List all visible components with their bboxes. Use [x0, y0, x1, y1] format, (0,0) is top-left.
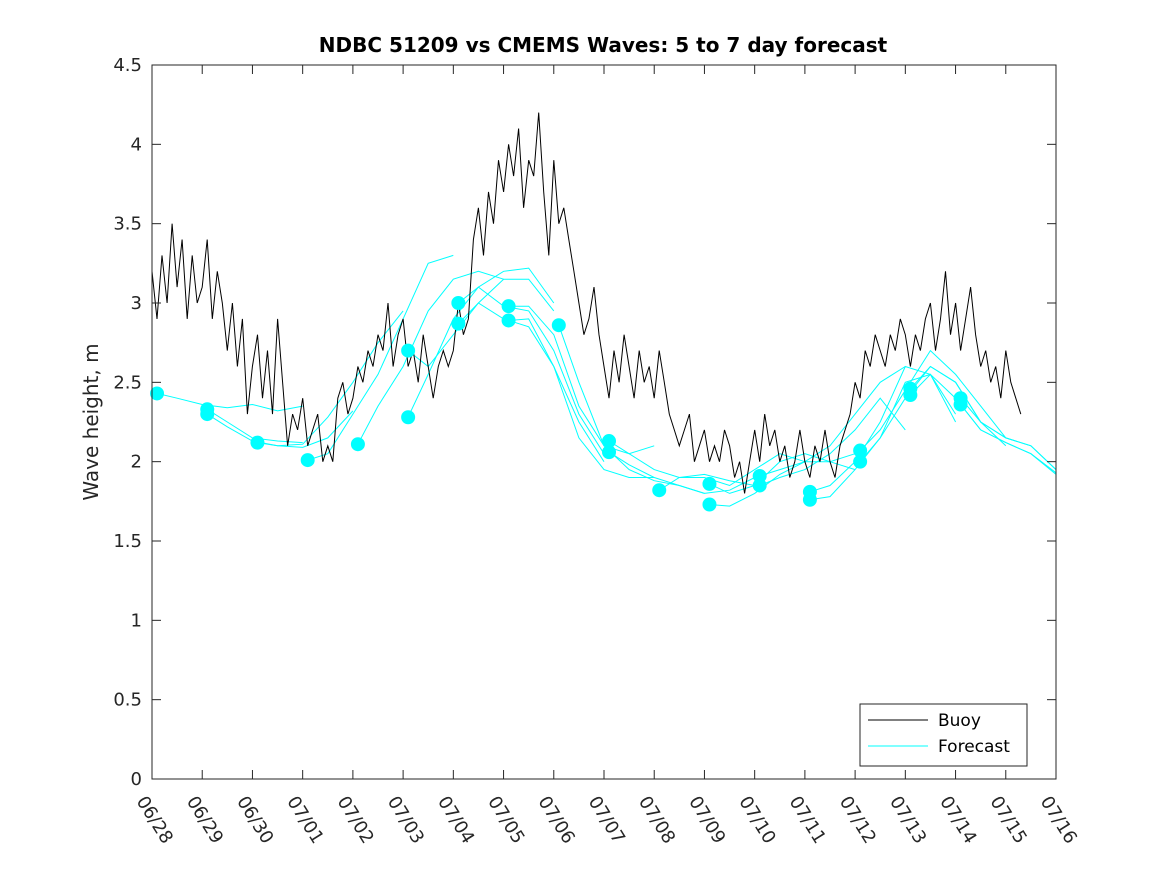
forecast-line	[508, 318, 655, 478]
forecast-marker	[401, 343, 416, 358]
forecast-marker	[451, 296, 466, 310]
forecast-line	[658, 453, 806, 491]
forecast-marker	[702, 497, 717, 512]
forecast-marker	[602, 445, 617, 460]
plot-area	[150, 64, 1057, 780]
forecast-line	[759, 397, 906, 486]
forecast-marker	[501, 313, 516, 328]
forecast-marker	[702, 476, 717, 491]
legend-forecast-label: Forecast	[938, 737, 1010, 757]
y-tick-label: 2.5	[113, 372, 142, 393]
forecast-marker	[903, 388, 918, 403]
forecast-line	[960, 397, 1057, 470]
forecast-marker	[953, 397, 968, 412]
forecast-marker	[802, 492, 817, 507]
y-tick-label: 0	[131, 769, 142, 790]
legend: Buoy Forecast	[859, 703, 1028, 767]
y-tick-label: 1	[131, 610, 142, 631]
forecast-marker	[200, 407, 215, 422]
y-tick-label: 2	[131, 452, 142, 473]
y-axis-label: Wave height, m	[79, 343, 103, 500]
forecast-line	[859, 349, 1007, 451]
forecast-line	[357, 270, 504, 445]
forecast-series-layer	[156, 254, 1057, 507]
forecast-line	[156, 392, 303, 412]
forecast-marker	[401, 410, 416, 425]
y-tick-label: 4.5	[113, 55, 142, 76]
y-tick-label: 3	[131, 293, 142, 314]
forecast-marker	[501, 299, 516, 314]
forecast-marker	[752, 478, 767, 493]
forecast-line	[608, 451, 755, 494]
forecast-line	[960, 404, 1057, 474]
legend-box	[859, 703, 1028, 767]
forecast-line	[307, 254, 454, 461]
forecast-marker	[652, 483, 667, 498]
y-tick-label: 0.5	[113, 690, 142, 711]
y-axis: 0 0.5 1 1.5 2 2.5 3 3.5 4 4.5	[113, 55, 1056, 790]
forecast-marker	[150, 386, 165, 401]
forecast-marker	[451, 316, 466, 331]
buoy-line	[151, 112, 1022, 494]
chart-title: NDBC 51209 vs CMEMS Waves: 5 to 7 day fo…	[319, 33, 888, 57]
y-tick-label: 1.5	[113, 531, 142, 552]
forecast-marker	[300, 453, 315, 468]
y-tick-label: 3.5	[113, 214, 142, 235]
y-tick-label: 4	[131, 134, 142, 155]
forecast-line	[458, 302, 605, 462]
forecast-marker-layer	[150, 296, 968, 512]
forecast-marker	[551, 318, 566, 333]
forecast-marker	[350, 437, 365, 452]
forecast-marker	[250, 435, 265, 450]
forecast-line	[759, 366, 906, 477]
forecast-line	[458, 286, 605, 454]
buoy-series-layer	[151, 112, 1022, 494]
plot-background	[152, 65, 1056, 779]
legend-buoy-label: Buoy	[938, 711, 981, 731]
forecast-marker	[853, 454, 868, 469]
forecast-line	[257, 310, 404, 447]
